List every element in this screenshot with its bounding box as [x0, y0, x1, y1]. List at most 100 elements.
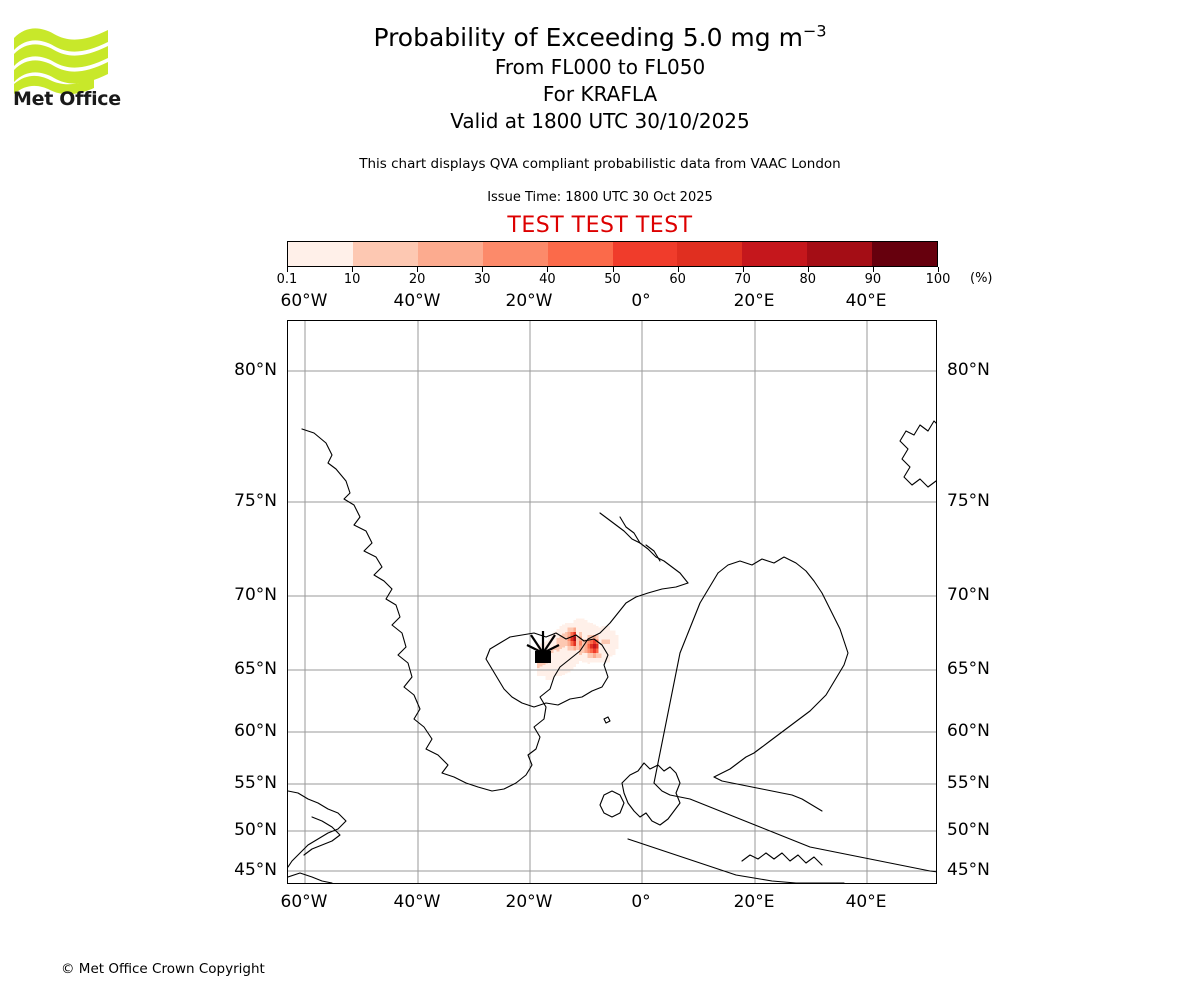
- plume-cell: [550, 653, 554, 658]
- plume-cell: [573, 641, 577, 646]
- plume-cell: [573, 622, 577, 628]
- plume-cell: [604, 625, 608, 631]
- plume-cell: [564, 632, 568, 637]
- plume-cell: [590, 653, 594, 658]
- plume-cell: [562, 642, 565, 648]
- plume-cell: [581, 619, 585, 625]
- plume-cell: [581, 657, 585, 663]
- plume-cell: [595, 648, 599, 654]
- plume-cell: [612, 630, 616, 635]
- plume-cell: [587, 653, 591, 658]
- plume-cell: [578, 650, 582, 655]
- plume-cell: [570, 636, 574, 642]
- plume-cell: [607, 630, 610, 635]
- plume-cell: [573, 656, 577, 662]
- map-plot-area[interactable]: [287, 320, 937, 884]
- plume-cell: [559, 659, 563, 664]
- plume-cell: [570, 650, 574, 655]
- plume-cell: [570, 645, 574, 651]
- plume-cell: [612, 644, 616, 649]
- plume-cell: [570, 659, 574, 664]
- plume-cell: [604, 630, 608, 635]
- subtitle-flight-levels: From FL000 to FL050: [494, 55, 706, 79]
- colorbar-tick-80: [807, 267, 809, 272]
- plume-cell: [587, 639, 591, 645]
- plume-cell: [553, 640, 557, 646]
- lon-label-bottom-0: 60°W: [280, 892, 328, 912]
- coastline-greenland-fjord-detail-b: [645, 544, 661, 562]
- plume-cell: [564, 641, 568, 646]
- plume-cell: [607, 644, 610, 649]
- colorbar-ticklabel-10: 10: [343, 272, 361, 287]
- lon-label-bottom-4: 20°E: [733, 892, 775, 912]
- colorbar-segment-5: [612, 242, 678, 266]
- lat-label-left-6: 50°N: [234, 820, 277, 840]
- plume-cell: [593, 657, 596, 663]
- page-title-text: Probability of Exceeding 5.0 mg m: [373, 23, 803, 52]
- plume-cell: [581, 639, 585, 645]
- plume-cell: [598, 657, 602, 663]
- plume-cell: [567, 632, 571, 637]
- colorbar-ticklabel-40: 40: [539, 272, 556, 287]
- plume-cell: [604, 653, 608, 658]
- coastline-nova-scotia: [288, 872, 333, 883]
- plume-cell: [595, 653, 599, 658]
- plume-cell: [559, 639, 563, 645]
- lat-label-right-5: 55°N: [947, 773, 990, 793]
- lon-label-bottom-1: 40°W: [393, 892, 441, 912]
- plume-cell: [567, 645, 571, 651]
- coastline-labrador-detail: [303, 816, 341, 856]
- plume-cell: [562, 638, 565, 643]
- plume-cell: [570, 641, 574, 646]
- plume-cell: [598, 653, 602, 658]
- plume-cell: [564, 645, 568, 651]
- coastlines: [288, 420, 936, 883]
- colorbar-tick-100: [938, 267, 939, 272]
- colorbar-segment-6: [677, 242, 743, 266]
- plume-cell: [564, 662, 568, 667]
- coastline-europe-south-band: [627, 838, 845, 883]
- plume-cell: [593, 644, 596, 649]
- lon-label-bottom-5: 40°E: [845, 892, 887, 912]
- plume-cell: [584, 657, 588, 663]
- plume-cell: [559, 662, 563, 667]
- coastline-greenland: [301, 428, 689, 792]
- plume-cell: [581, 648, 585, 654]
- plume-cell: [587, 630, 591, 635]
- colorbar-ticklabel-90: 90: [864, 272, 882, 287]
- plume-cell: [567, 636, 571, 642]
- plume-cell: [576, 618, 579, 623]
- plume-cell: [562, 651, 565, 657]
- plume-cell: [587, 634, 591, 640]
- plume-cell: [593, 639, 596, 645]
- plume-cell: [581, 622, 585, 628]
- plume-cell: [581, 630, 585, 635]
- plume-cell: [550, 662, 554, 667]
- plume-cell: [607, 639, 610, 645]
- plume-cell: [576, 636, 579, 642]
- krafla-volcano-marker[interactable]: [526, 631, 560, 663]
- plume-cell: [590, 657, 594, 663]
- page-title-exponent: −3: [802, 21, 827, 41]
- plume-cell: [576, 659, 579, 664]
- lat-label-left-4: 60°N: [234, 721, 277, 741]
- colorbar-ticklabel-20: 20: [408, 272, 426, 287]
- plume-cell: [567, 627, 571, 633]
- copyright-notice: © Met Office Crown Copyright: [61, 961, 265, 977]
- plume-cell: [556, 665, 560, 670]
- plume-cell: [587, 648, 591, 654]
- plume-cell: [553, 654, 557, 660]
- plume-cell: [550, 665, 554, 670]
- plume-cell: [581, 634, 585, 640]
- plume-cell: [584, 630, 588, 635]
- lat-label-right-6: 50°N: [947, 820, 990, 840]
- colorbar-tick-40: [547, 267, 549, 272]
- plume-cell: [601, 657, 605, 663]
- plume-cell: [539, 666, 543, 671]
- plume-cell: [559, 635, 563, 640]
- lat-label-left-3: 65°N: [234, 659, 277, 679]
- plume-cell: [556, 633, 560, 638]
- plume-cell: [587, 622, 591, 628]
- plume-cell: [578, 631, 582, 637]
- colorbar-tick-70: [742, 267, 744, 272]
